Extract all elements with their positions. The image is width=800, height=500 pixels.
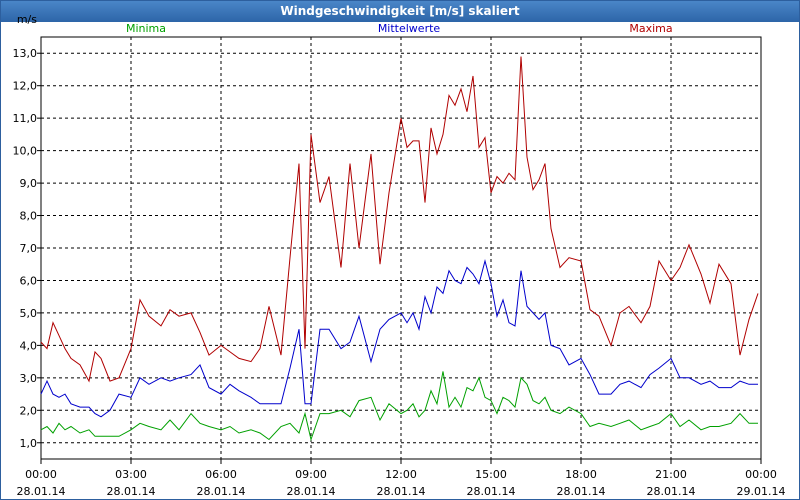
- x-tick-time-label: 06:00: [205, 468, 237, 481]
- series-lines: [40, 56, 759, 442]
- y-axis-label: m/s: [17, 13, 37, 26]
- series-line-maxima: [40, 56, 759, 383]
- x-tick-date-label: 28.01.14: [647, 485, 696, 498]
- x-tick-time-label: 03:00: [115, 468, 147, 481]
- y-tick-label: 8,0: [20, 210, 38, 223]
- legend-item-minima: Minima: [126, 22, 166, 35]
- y-tick-label: 5,0: [20, 307, 38, 320]
- y-tick-label: 11,0: [13, 112, 38, 125]
- y-tick-label: 4,0: [20, 339, 38, 352]
- y-tick-label: 1,0: [20, 437, 38, 450]
- y-axis: 1,0 2,0 3,0 4,0 5,0 6,0 7,0 8,0 9,0 10,0 11,0 12,0 1…: [13, 47, 41, 450]
- legend: Minima Mittelwerte Maxima: [126, 22, 673, 35]
- legend-item-mittelwerte: Mittelwerte: [378, 22, 441, 35]
- y-tick-label: 2,0: [20, 404, 38, 417]
- chart-title: Windgeschwindigkeit [m/s] skaliert: [1, 1, 799, 22]
- series-line-mittelwerte: [40, 259, 758, 418]
- x-tick-time-label: 00:00: [745, 468, 777, 481]
- y-tick-label: 12,0: [13, 80, 38, 93]
- x-tick-date-label: 28.01.14: [467, 485, 516, 498]
- y-tick-label: 3,0: [20, 372, 38, 385]
- x-tick-date-label: 29.01.14: [737, 485, 786, 498]
- x-tick-time-label: 00:00: [25, 468, 57, 481]
- x-tick-time-label: 12:00: [385, 468, 417, 481]
- x-tick-date-label: 28.01.14: [17, 485, 66, 498]
- series-line-minima: [40, 371, 758, 442]
- y-tick-label: 10,0: [13, 145, 38, 158]
- x-tick-date-label: 28.01.14: [377, 485, 426, 498]
- y-tick-label: 7,0: [20, 242, 38, 255]
- x-axis: 00:00 28.01.14 03:00 28.01.14 06:00 28.01.14 0…: [17, 459, 786, 498]
- x-tick-date-label: 28.01.14: [557, 485, 606, 498]
- x-tick-time-label: 18:00: [565, 468, 597, 481]
- x-tick-time-label: 09:00: [295, 468, 327, 481]
- x-tick-date-label: 28.01.14: [107, 485, 156, 498]
- y-tick-label: 13,0: [13, 47, 38, 60]
- x-tick-time-label: 15:00: [475, 468, 507, 481]
- x-tick-time-label: 21:00: [655, 468, 687, 481]
- legend-item-maxima: Maxima: [629, 22, 672, 35]
- y-tick-label: 9,0: [20, 177, 38, 190]
- gridlines: [41, 37, 761, 459]
- x-tick-date-label: 28.01.14: [287, 485, 336, 498]
- y-tick-label: 6,0: [20, 274, 38, 287]
- x-tick-date-label: 28.01.14: [197, 485, 246, 498]
